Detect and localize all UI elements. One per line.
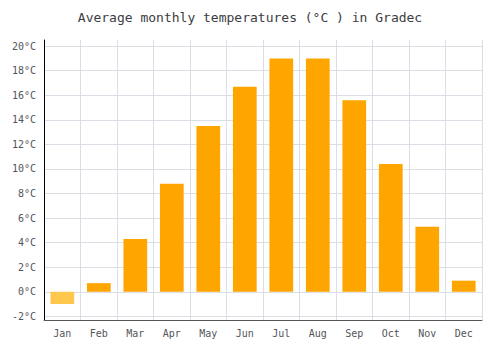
svg-text:20°C: 20°C — [12, 41, 36, 52]
svg-text:Dec: Dec — [455, 328, 473, 339]
svg-text:18°C: 18°C — [12, 65, 36, 76]
svg-text:6°C: 6°C — [18, 213, 36, 224]
svg-text:Jun: Jun — [236, 328, 254, 339]
svg-text:Average monthly temperatures (: Average monthly temperatures (°C ) in Gr… — [78, 10, 422, 25]
svg-text:May: May — [199, 328, 217, 339]
svg-text:Mar: Mar — [126, 328, 144, 339]
svg-text:Oct: Oct — [382, 328, 400, 339]
svg-text:10°C: 10°C — [12, 163, 36, 174]
svg-text:16°C: 16°C — [12, 90, 36, 101]
svg-text:Jul: Jul — [272, 328, 290, 339]
svg-text:14°C: 14°C — [12, 114, 36, 125]
svg-text:Jan: Jan — [53, 328, 71, 339]
svg-text:Apr: Apr — [163, 328, 181, 339]
svg-text:Aug: Aug — [309, 328, 327, 339]
svg-text:Nov: Nov — [418, 328, 436, 339]
svg-text:0°C: 0°C — [18, 286, 36, 297]
svg-text:12°C: 12°C — [12, 139, 36, 150]
svg-text:4°C: 4°C — [18, 237, 36, 248]
svg-text:Sep: Sep — [345, 328, 363, 339]
svg-text:-2°C: -2°C — [12, 311, 36, 322]
svg-text:2°C: 2°C — [18, 262, 36, 273]
svg-text:8°C: 8°C — [18, 188, 36, 199]
svg-text:Feb: Feb — [90, 328, 108, 339]
